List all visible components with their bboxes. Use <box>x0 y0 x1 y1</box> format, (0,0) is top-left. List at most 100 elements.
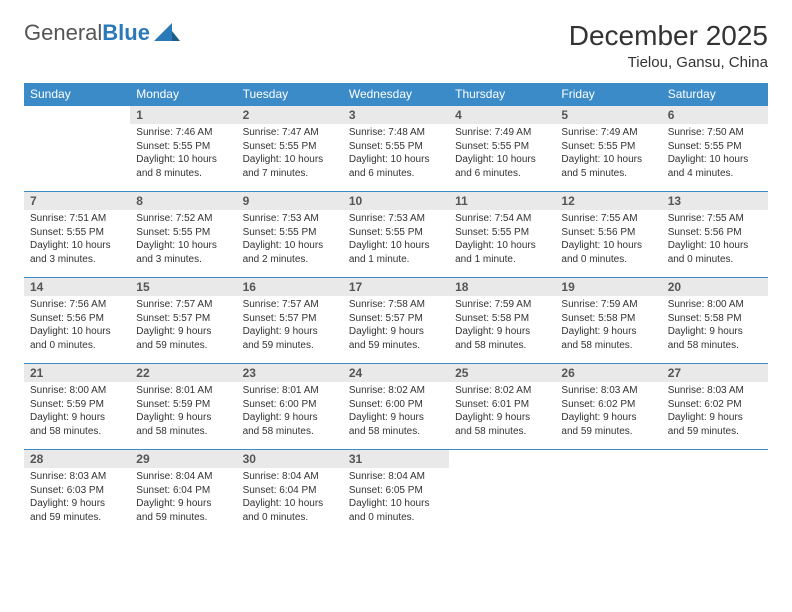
calendar-cell: 10Sunrise: 7:53 AMSunset: 5:55 PMDayligh… <box>343 192 449 278</box>
calendar-cell: 28Sunrise: 8:03 AMSunset: 6:03 PMDayligh… <box>24 450 130 536</box>
day-details: Sunrise: 7:58 AMSunset: 5:57 PMDaylight:… <box>343 296 449 356</box>
calendar-cell: 24Sunrise: 8:02 AMSunset: 6:00 PMDayligh… <box>343 364 449 450</box>
calendar-cell: 7Sunrise: 7:51 AMSunset: 5:55 PMDaylight… <box>24 192 130 278</box>
day-number: 10 <box>343 192 449 210</box>
calendar-row: 7Sunrise: 7:51 AMSunset: 5:55 PMDaylight… <box>24 192 768 278</box>
calendar-cell: 25Sunrise: 8:02 AMSunset: 6:01 PMDayligh… <box>449 364 555 450</box>
day-details: Sunrise: 8:01 AMSunset: 5:59 PMDaylight:… <box>130 382 236 442</box>
day-number: 5 <box>555 106 661 124</box>
weekday-header: Saturday <box>662 83 768 106</box>
location-text: Tielou, Gansu, China <box>569 54 768 71</box>
calendar-table: SundayMondayTuesdayWednesdayThursdayFrid… <box>24 83 768 536</box>
brand-part1: General <box>24 20 102 45</box>
weekday-header: Tuesday <box>237 83 343 106</box>
header: GeneralBlue December 2025 Tielou, Gansu,… <box>24 20 768 71</box>
calendar-cell: 5Sunrise: 7:49 AMSunset: 5:55 PMDaylight… <box>555 106 661 192</box>
calendar-cell: 9Sunrise: 7:53 AMSunset: 5:55 PMDaylight… <box>237 192 343 278</box>
day-details: Sunrise: 7:57 AMSunset: 5:57 PMDaylight:… <box>130 296 236 356</box>
calendar-cell: 13Sunrise: 7:55 AMSunset: 5:56 PMDayligh… <box>662 192 768 278</box>
calendar-cell: 31Sunrise: 8:04 AMSunset: 6:05 PMDayligh… <box>343 450 449 536</box>
calendar-cell: 2Sunrise: 7:47 AMSunset: 5:55 PMDaylight… <box>237 106 343 192</box>
weekday-header: Friday <box>555 83 661 106</box>
day-details: Sunrise: 8:03 AMSunset: 6:03 PMDaylight:… <box>24 468 130 528</box>
calendar-cell: 12Sunrise: 7:55 AMSunset: 5:56 PMDayligh… <box>555 192 661 278</box>
calendar-cell: 23Sunrise: 8:01 AMSunset: 6:00 PMDayligh… <box>237 364 343 450</box>
day-details: Sunrise: 8:04 AMSunset: 6:05 PMDaylight:… <box>343 468 449 528</box>
day-number: 23 <box>237 364 343 382</box>
day-number: 24 <box>343 364 449 382</box>
calendar-row: .1Sunrise: 7:46 AMSunset: 5:55 PMDayligh… <box>24 106 768 192</box>
calendar-head: SundayMondayTuesdayWednesdayThursdayFrid… <box>24 83 768 106</box>
calendar-cell: 6Sunrise: 7:50 AMSunset: 5:55 PMDaylight… <box>662 106 768 192</box>
calendar-cell: 29Sunrise: 8:04 AMSunset: 6:04 PMDayligh… <box>130 450 236 536</box>
day-details: Sunrise: 7:52 AMSunset: 5:55 PMDaylight:… <box>130 210 236 270</box>
calendar-cell: 1Sunrise: 7:46 AMSunset: 5:55 PMDaylight… <box>130 106 236 192</box>
day-number: 29 <box>130 450 236 468</box>
day-details: Sunrise: 8:00 AMSunset: 5:58 PMDaylight:… <box>662 296 768 356</box>
day-details: Sunrise: 8:00 AMSunset: 5:59 PMDaylight:… <box>24 382 130 442</box>
day-details: Sunrise: 7:54 AMSunset: 5:55 PMDaylight:… <box>449 210 555 270</box>
day-details: Sunrise: 7:57 AMSunset: 5:57 PMDaylight:… <box>237 296 343 356</box>
calendar-cell: 4Sunrise: 7:49 AMSunset: 5:55 PMDaylight… <box>449 106 555 192</box>
day-details: Sunrise: 7:59 AMSunset: 5:58 PMDaylight:… <box>555 296 661 356</box>
weekday-header: Sunday <box>24 83 130 106</box>
brand-triangle-icon <box>154 21 180 46</box>
calendar-cell: 21Sunrise: 8:00 AMSunset: 5:59 PMDayligh… <box>24 364 130 450</box>
day-number: 11 <box>449 192 555 210</box>
day-details: Sunrise: 7:47 AMSunset: 5:55 PMDaylight:… <box>237 124 343 184</box>
day-number: 28 <box>24 450 130 468</box>
day-details: Sunrise: 7:49 AMSunset: 5:55 PMDaylight:… <box>555 124 661 184</box>
day-number: 17 <box>343 278 449 296</box>
day-details: Sunrise: 8:01 AMSunset: 6:00 PMDaylight:… <box>237 382 343 442</box>
day-details: Sunrise: 7:53 AMSunset: 5:55 PMDaylight:… <box>343 210 449 270</box>
calendar-cell: . <box>24 106 130 192</box>
day-number: 22 <box>130 364 236 382</box>
calendar-cell: . <box>449 450 555 536</box>
day-details: Sunrise: 7:48 AMSunset: 5:55 PMDaylight:… <box>343 124 449 184</box>
day-details: Sunrise: 8:04 AMSunset: 6:04 PMDaylight:… <box>237 468 343 528</box>
calendar-row: 21Sunrise: 8:00 AMSunset: 5:59 PMDayligh… <box>24 364 768 450</box>
calendar-cell: . <box>662 450 768 536</box>
weekday-header: Monday <box>130 83 236 106</box>
day-number: 12 <box>555 192 661 210</box>
brand-text: GeneralBlue <box>24 20 150 46</box>
calendar-row: 14Sunrise: 7:56 AMSunset: 5:56 PMDayligh… <box>24 278 768 364</box>
day-number: 8 <box>130 192 236 210</box>
day-number: 7 <box>24 192 130 210</box>
brand-logo: GeneralBlue <box>24 20 180 46</box>
day-number: 27 <box>662 364 768 382</box>
day-number: 15 <box>130 278 236 296</box>
calendar-cell: 20Sunrise: 8:00 AMSunset: 5:58 PMDayligh… <box>662 278 768 364</box>
day-details: Sunrise: 8:02 AMSunset: 6:01 PMDaylight:… <box>449 382 555 442</box>
day-number: 26 <box>555 364 661 382</box>
day-number: 31 <box>343 450 449 468</box>
calendar-cell: 22Sunrise: 8:01 AMSunset: 5:59 PMDayligh… <box>130 364 236 450</box>
day-number: 16 <box>237 278 343 296</box>
day-details: Sunrise: 7:59 AMSunset: 5:58 PMDaylight:… <box>449 296 555 356</box>
calendar-cell: 15Sunrise: 7:57 AMSunset: 5:57 PMDayligh… <box>130 278 236 364</box>
day-number: 25 <box>449 364 555 382</box>
calendar-cell: . <box>555 450 661 536</box>
weekday-header: Thursday <box>449 83 555 106</box>
day-number: 9 <box>237 192 343 210</box>
calendar-cell: 17Sunrise: 7:58 AMSunset: 5:57 PMDayligh… <box>343 278 449 364</box>
day-number: 4 <box>449 106 555 124</box>
day-number: 18 <box>449 278 555 296</box>
calendar-cell: 27Sunrise: 8:03 AMSunset: 6:02 PMDayligh… <box>662 364 768 450</box>
day-number: 14 <box>24 278 130 296</box>
day-number: 3 <box>343 106 449 124</box>
calendar-cell: 26Sunrise: 8:03 AMSunset: 6:02 PMDayligh… <box>555 364 661 450</box>
day-number: 2 <box>237 106 343 124</box>
day-number: 30 <box>237 450 343 468</box>
day-number: 19 <box>555 278 661 296</box>
calendar-body: .1Sunrise: 7:46 AMSunset: 5:55 PMDayligh… <box>24 106 768 536</box>
month-title: December 2025 <box>569 20 768 52</box>
title-block: December 2025 Tielou, Gansu, China <box>569 20 768 71</box>
day-number: 20 <box>662 278 768 296</box>
day-details: Sunrise: 7:51 AMSunset: 5:55 PMDaylight:… <box>24 210 130 270</box>
calendar-cell: 14Sunrise: 7:56 AMSunset: 5:56 PMDayligh… <box>24 278 130 364</box>
calendar-cell: 16Sunrise: 7:57 AMSunset: 5:57 PMDayligh… <box>237 278 343 364</box>
day-details: Sunrise: 7:53 AMSunset: 5:55 PMDaylight:… <box>237 210 343 270</box>
brand-part2: Blue <box>102 20 150 45</box>
day-number: 6 <box>662 106 768 124</box>
